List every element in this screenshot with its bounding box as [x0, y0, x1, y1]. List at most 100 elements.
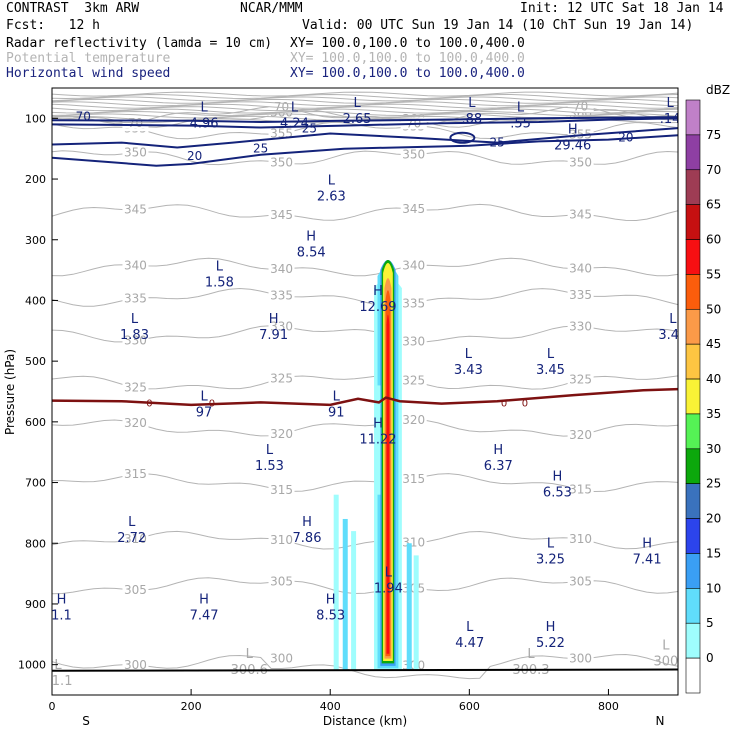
extremum-value: 91 — [328, 406, 345, 421]
theta-contour-label: 330 — [270, 319, 293, 333]
extremum-type: H — [306, 229, 316, 244]
theta-contour-label: 315 — [124, 467, 147, 481]
theta-contour-label: 340 — [569, 261, 592, 275]
reflectivity-band — [386, 314, 390, 654]
extremum-value: 2.65 — [343, 112, 372, 127]
field-theta-name: Potential temperature — [6, 51, 171, 66]
x-end-label-south: S — [82, 714, 90, 728]
theta-label-bg — [268, 575, 295, 588]
field-wind-name: Horizontal wind speed — [6, 66, 171, 81]
extremum-type: L — [200, 101, 208, 116]
y-tick-label: 1000 — [18, 659, 46, 672]
extremum-type: L — [131, 312, 139, 327]
extremum-type: L — [291, 101, 299, 116]
theta-label-bg — [268, 534, 295, 547]
colorbar-swatch — [685, 622, 701, 659]
theta-label-bg — [268, 156, 295, 169]
theta-contour-label: 325 — [270, 371, 293, 385]
theta-contour-label: 300 — [569, 652, 592, 666]
extremum-value: 4.96 — [190, 117, 219, 132]
theta-contour-label: 320 — [569, 428, 592, 442]
extremum-type: L — [200, 390, 208, 405]
extremum-value: 1.53 — [255, 459, 284, 474]
theta-contour-label: 340 — [124, 258, 147, 272]
extremum-type: L — [128, 515, 136, 530]
melting-level-label: 0 — [501, 398, 507, 409]
colorbar-level-label: 55 — [706, 267, 721, 281]
surface-line — [52, 668, 678, 672]
extremum-value: 3.43 — [454, 363, 483, 378]
wind-contour-25 — [52, 117, 678, 129]
theta-label-bg — [268, 484, 295, 497]
theta-label-bg — [122, 292, 149, 305]
extremum-value: 3.25 — [536, 552, 565, 567]
y-tick-label: 300 — [25, 234, 46, 247]
wind-contour-label: 25 — [302, 121, 317, 135]
theta-contour-upper — [52, 98, 678, 104]
theta-contour-label: 335 — [569, 288, 592, 302]
source-label: NCAR/MMM — [240, 1, 303, 16]
reflectivity-streak — [333, 494, 339, 671]
colorbar-level-label: 75 — [706, 128, 721, 142]
colorbar-swatch — [685, 308, 701, 345]
theta-label-bg — [122, 417, 149, 430]
extremum-type: H — [373, 416, 383, 431]
theta-label-bg — [567, 483, 594, 496]
theta-contour-label: 310 — [124, 532, 147, 546]
colorbar-swatch — [685, 483, 701, 519]
theta-contour-upper — [52, 93, 678, 100]
theta-label-bg — [122, 334, 149, 347]
theta-label-bg — [268, 320, 295, 333]
colorbar-swatch — [685, 169, 701, 205]
theta-label-bg — [400, 374, 427, 387]
extremum-value: 12.69 — [359, 300, 396, 315]
theta-label-bg — [400, 473, 427, 486]
extremum-type: H — [553, 470, 563, 485]
theta-contour-label: 350 — [124, 146, 147, 160]
theta-label-bg — [567, 652, 594, 665]
extremum-value: 11.22 — [359, 432, 396, 447]
theta-extremum-type: L — [527, 647, 535, 662]
theta-label-bg — [567, 156, 594, 169]
theta-contour-label: 330 — [402, 334, 425, 348]
extremum-type: L — [547, 347, 555, 362]
colorbar-level-label: 5 — [706, 616, 714, 630]
colorbar-swatch — [685, 99, 701, 136]
forecast-hour: Fcst: 12 h — [6, 18, 100, 33]
theta-contour-upper — [52, 103, 678, 109]
y-tick-label: 500 — [25, 355, 46, 368]
wind-contour-label: 25 — [253, 141, 268, 155]
colorbar-swatch — [685, 448, 701, 485]
extremum-value: 1.83 — [120, 328, 149, 343]
colorbar-level-label: 50 — [706, 302, 721, 316]
extremum-type: H — [57, 592, 67, 607]
theta-contour-label: 315 — [270, 483, 293, 497]
reflectivity-streak — [342, 518, 348, 671]
theta-contour-label: 310 — [569, 532, 592, 546]
extremum-type: L — [266, 443, 274, 458]
colorbar-level-label: 10 — [706, 581, 721, 595]
theta-contour-label: 315 — [402, 472, 425, 486]
theta-label-bg — [567, 208, 594, 221]
theta-contour-label: 340 — [402, 259, 425, 273]
extremum-type: H — [373, 284, 383, 299]
extremum-value: .88 — [462, 112, 483, 127]
wind-contour-label: 70 — [76, 109, 91, 123]
theta-label-bg — [268, 262, 295, 275]
theta-label-bg — [567, 320, 594, 333]
x-tick-label: 600 — [459, 700, 480, 713]
wind-contour-25 — [52, 127, 678, 149]
theta-label-bg — [567, 128, 594, 141]
wind-contour-label: 20 — [187, 149, 202, 163]
theta-contour-label: 345 — [270, 208, 293, 222]
wind-contour-label: 25 — [490, 135, 505, 149]
colorbar-level-label: 45 — [706, 337, 721, 351]
theta-contour-label: 335 — [402, 296, 425, 310]
extremum-type: H — [326, 592, 336, 607]
colorbar-level-label: 0 — [706, 651, 714, 665]
theta-extremum-value: 01.1 — [44, 674, 73, 689]
extremum-value: 1.58 — [205, 276, 234, 291]
extremum-type: L — [517, 101, 525, 116]
theta-label-bg — [122, 533, 149, 546]
theta-contour-label: 350 — [270, 156, 293, 170]
